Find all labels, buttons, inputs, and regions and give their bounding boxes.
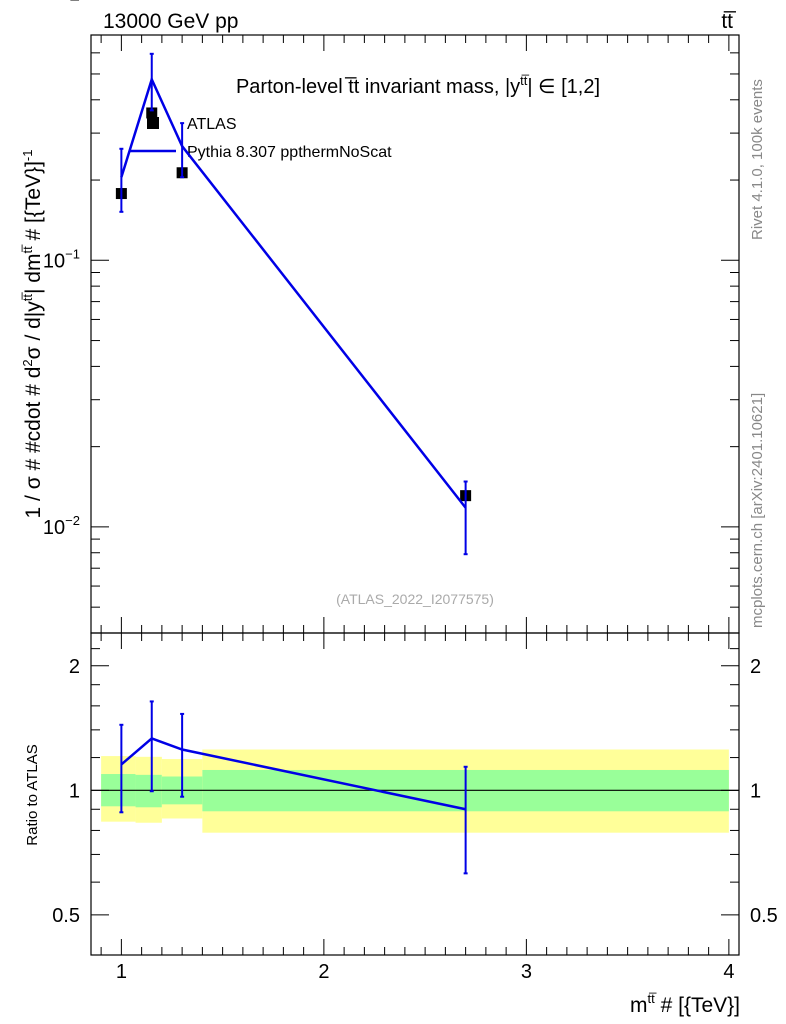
atlas-series bbox=[115, 107, 472, 502]
header-process-label: tt̅ bbox=[721, 10, 737, 33]
ratio-y-ticks bbox=[91, 648, 739, 956]
main-y-tick-labels: 1 10−1 10−2 bbox=[43, 0, 80, 539]
x-axis-label: mtt̅ # [{TeV}] bbox=[630, 991, 740, 1017]
ratio-uncertainty-bands bbox=[101, 749, 729, 833]
atlas-data-point bbox=[146, 107, 158, 119]
legend-atlas-label: ATLAS bbox=[187, 116, 237, 133]
ratio-x-ticks bbox=[100, 633, 730, 955]
legend-pythia-label: Pythia 8.307 ppthermNoScat bbox=[187, 144, 392, 161]
main-plot-panel: 1 10−1 10−2 Parton-level t̅t invariant mas… bbox=[43, 0, 740, 634]
x-tick-label: 2 bbox=[318, 961, 329, 983]
legend-atlas-marker bbox=[147, 117, 159, 129]
ratio-y-tick-label-right: 2 bbox=[750, 656, 761, 678]
ratio-y-tick-label-right: 1 bbox=[750, 780, 761, 802]
ratio-y-tick-label-left: 1 bbox=[69, 780, 80, 802]
ratio-y-tick-label-left: 0.5 bbox=[52, 905, 80, 927]
ratio-y-tick-label-right: 0.5 bbox=[750, 905, 778, 927]
green-uncertainty-band bbox=[135, 774, 162, 808]
main-y-tick-label: 10−2 bbox=[43, 513, 80, 539]
legend: ATLAS Pythia 8.307 ppthermNoScat bbox=[129, 116, 392, 161]
main-x-ticks bbox=[100, 35, 730, 633]
main-y-tick-label: 1 bbox=[69, 0, 80, 6]
x-tick-labels: 1 2 3 4 bbox=[116, 961, 735, 983]
main-y-ticks bbox=[91, 52, 739, 634]
pythia-line bbox=[120, 75, 467, 509]
main-plot-title: Parton-level t̅t invariant mass, |ytt̅| … bbox=[236, 73, 600, 98]
ratio-y-tick-label-left: 2 bbox=[69, 656, 80, 678]
ratio-y-axis-label: Ratio to ATLAS bbox=[24, 744, 41, 845]
main-y-axis-label: 1 / σ # #cdot # d2σ / d|ytt̅| dmtt̅ # [{… bbox=[20, 150, 45, 519]
header-collision-label: 13000 GeV pp bbox=[103, 10, 238, 33]
ratio-plot-panel: 0.5 0.5 1 1 2 2 bbox=[52, 632, 778, 956]
rivet-version-label: Rivet 4.1.0, 100k events bbox=[749, 79, 766, 240]
main-y-tick-label: 10−1 bbox=[43, 246, 80, 272]
ratio-pythia-series bbox=[119, 700, 468, 875]
ratio-plot-frame bbox=[90, 632, 740, 956]
pythia-series bbox=[119, 52, 468, 556]
analysis-watermark: (ATLAS_2022_I2077575) bbox=[336, 591, 494, 607]
x-tick-label: 1 bbox=[116, 961, 127, 983]
x-tick-label: 3 bbox=[521, 961, 532, 983]
source-label: mcplots.cern.ch [arXiv:2401.10621] bbox=[749, 393, 766, 628]
x-tick-label: 4 bbox=[723, 961, 734, 983]
ratio-pythia-line bbox=[120, 736, 466, 811]
ratio-y-tick-labels: 0.5 0.5 1 1 2 2 bbox=[52, 656, 778, 927]
